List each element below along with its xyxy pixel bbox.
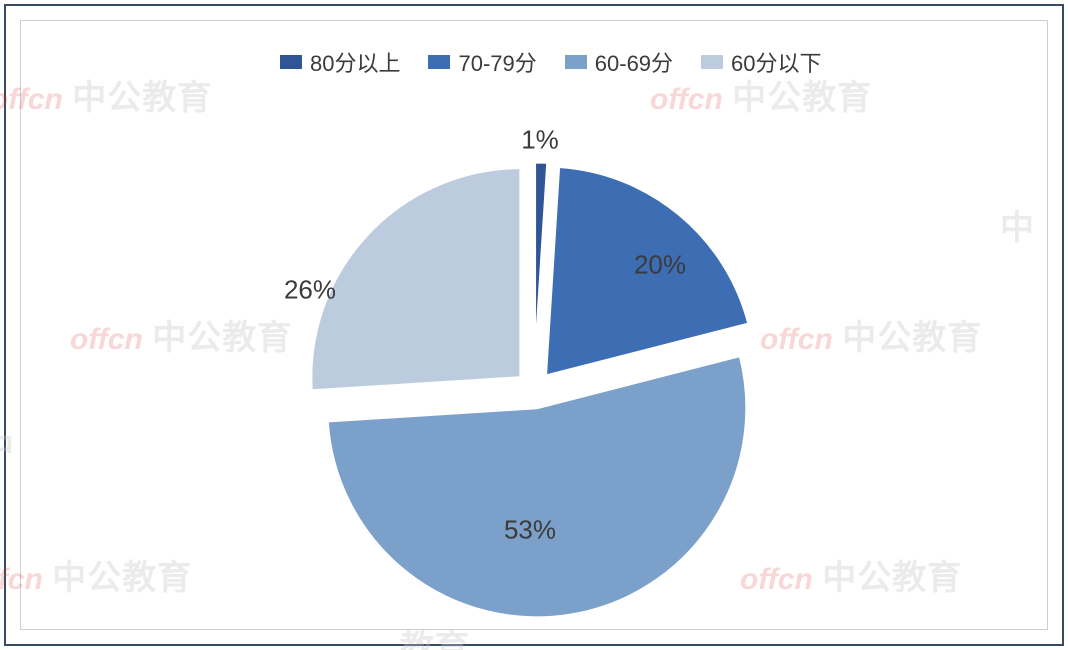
legend-swatch [701,55,723,69]
chart-legend: 80分以上 70-79分 60-69分 60分以下 [280,46,822,78]
legend-swatch [280,55,302,69]
pie-slice-label: 20% [634,250,686,281]
legend-label: 60分以下 [731,46,821,78]
legend-item: 60分以下 [701,46,821,78]
legend-label: 70-79分 [458,46,536,78]
legend-label: 60-69分 [595,46,673,78]
pie-slice-label: 53% [504,515,556,546]
legend-item: 70-79分 [428,46,536,78]
legend-swatch [428,55,450,69]
pie-slice [327,356,747,618]
pie-slice-label: 26% [284,275,336,306]
pie-slice [311,168,521,391]
legend-item: 80分以上 [280,46,400,78]
legend-item: 60-69分 [565,46,673,78]
pie-chart [302,158,766,622]
pie-slice [535,162,548,372]
legend-label: 80分以上 [310,46,400,78]
legend-swatch [565,55,587,69]
pie-slice-label: 1% [521,125,559,156]
